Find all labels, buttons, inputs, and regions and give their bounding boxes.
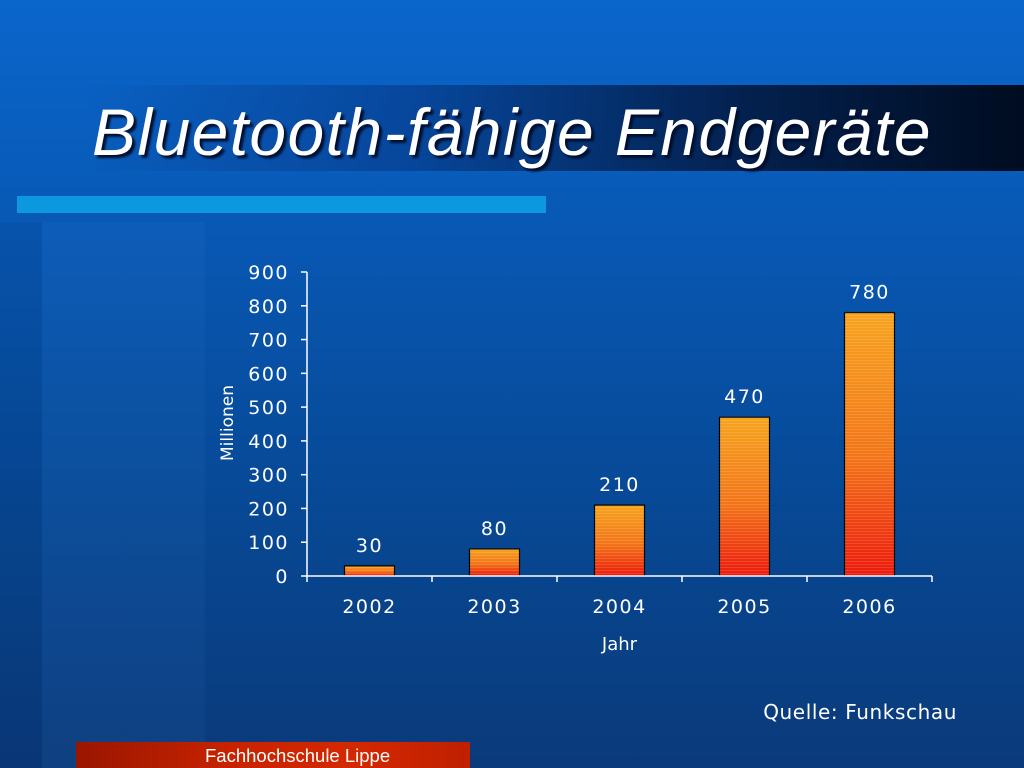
data-label-2004: 210 bbox=[599, 474, 640, 496]
y-tick-label-900: 900 bbox=[248, 262, 289, 284]
bars bbox=[343, 311, 896, 577]
y-axis-title: Millionen bbox=[218, 385, 238, 461]
data-label-2005: 470 bbox=[724, 386, 765, 408]
y-tick-label-200: 200 bbox=[248, 498, 289, 520]
data-label-2003: 80 bbox=[481, 518, 508, 540]
bar-2003 bbox=[468, 548, 521, 577]
x-tick-label-2005: 2005 bbox=[717, 596, 771, 618]
bar-stripes bbox=[594, 505, 645, 576]
bar-2004 bbox=[593, 504, 646, 577]
slide-title: Bluetooth-fähige Endgeräte bbox=[92, 95, 933, 169]
footer-bar: Fachhochschule Lippe bbox=[76, 742, 470, 768]
y-tick-label-400: 400 bbox=[248, 431, 289, 453]
data-labels: 30 80 210 470 780 bbox=[356, 282, 890, 557]
y-tick-label-100: 100 bbox=[248, 532, 289, 554]
source-note: Quelle: Funkschau bbox=[763, 700, 957, 724]
x-tick-label-2002: 2002 bbox=[342, 596, 396, 618]
data-label-2002: 30 bbox=[356, 535, 383, 557]
bar-stripes bbox=[344, 565, 395, 576]
x-tick-label-2004: 2004 bbox=[592, 596, 646, 618]
title-bar bbox=[85, 85, 1024, 171]
y-tick-label-500: 500 bbox=[248, 397, 289, 419]
bar-2006 bbox=[843, 311, 896, 577]
y-tick-label-800: 800 bbox=[248, 296, 289, 318]
data-label-2006: 780 bbox=[849, 282, 890, 304]
x-tick-label-2006: 2006 bbox=[842, 596, 896, 618]
x-tick-labels: 2002 2003 2004 2005 2006 bbox=[342, 596, 896, 618]
bar-stripes bbox=[469, 548, 520, 576]
y-tick-label-300: 300 bbox=[248, 465, 289, 487]
footer-institution: Fachhochschule Lippe bbox=[205, 745, 391, 766]
bar-stripes bbox=[719, 417, 770, 576]
y-tick-label-0: 0 bbox=[275, 566, 289, 588]
bar-2005 bbox=[718, 416, 771, 577]
y-tick-labels: 0 100 200 300 400 500 600 700 800 900 bbox=[248, 262, 289, 588]
bar-stripes bbox=[844, 312, 895, 576]
x-axis-title: Jahr bbox=[601, 634, 638, 655]
axes bbox=[301, 271, 933, 582]
accent-bar bbox=[17, 196, 546, 213]
background-left-strip bbox=[0, 222, 42, 768]
bar-2002 bbox=[343, 565, 396, 577]
x-tick-label-2003: 2003 bbox=[467, 596, 521, 618]
y-tick-label-600: 600 bbox=[248, 363, 289, 385]
background-left-panel bbox=[42, 222, 205, 768]
y-tick-label-700: 700 bbox=[248, 330, 289, 352]
